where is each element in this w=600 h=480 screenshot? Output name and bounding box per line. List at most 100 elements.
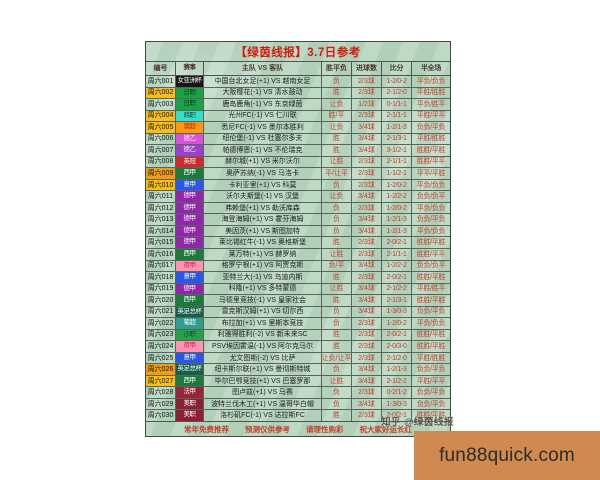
htft-prediction-cell: 负负/负平 [416, 262, 446, 270]
wdl-prediction-cell: 胜 [322, 295, 352, 306]
league-badge: 德甲 [176, 191, 204, 202]
wdl-prediction-cell: 负 [322, 364, 352, 375]
match-id-cell: 周六005 [146, 122, 176, 133]
match-id-cell: 周六022 [146, 318, 176, 329]
score-prediction-cell: 1-2/0-2 [382, 318, 412, 329]
goals-prediction-cell: 2/3球 [352, 387, 382, 398]
score-prediction-cell: 2-0/3-0 [382, 341, 412, 352]
header-goals: 进球数 [352, 62, 382, 75]
table-row: 周六007 德乙 帕德博恩(-1) VS 不伦瑞克 胜 3/4球 3-1/2-1… [146, 145, 450, 157]
table-row: 周六015 德甲 莱比锡红牛(-1) VS 奥格斯堡 胜 2/3球 2-0/2-… [146, 237, 450, 249]
league-badge: 意甲 [176, 272, 204, 283]
match-id-cell: 周六002 [146, 87, 176, 99]
match-teams-cell: 利雅得胜利(-2) VS 新未来SC [204, 329, 322, 341]
league-badge: 西甲 [176, 168, 204, 179]
league-badge: 美职 [176, 410, 204, 421]
htft-prediction-cell: 胜胜/平平 [416, 250, 446, 258]
league-badge: 法甲 [176, 387, 204, 398]
score-prediction-cell: 2-1/2-0 [382, 87, 412, 99]
htft-prediction-cell: 平负/胜平 [416, 100, 446, 108]
htft-prediction-cell: 胜胜/平胜 [416, 273, 446, 281]
wdl-prediction-cell: 负 [322, 225, 352, 237]
match-teams-cell: 纽卡斯尔联(+1) VS 曼彻斯特城 [204, 364, 322, 375]
promo-banner: fun88quick.com [414, 431, 600, 480]
goals-prediction-cell: 3/4球 [352, 364, 382, 375]
wdl-prediction-cell: 胜 [322, 329, 352, 341]
htft-prediction-cell: 胜胜/平平 [416, 158, 446, 166]
match-id-cell: 周六017 [146, 260, 176, 272]
match-id-cell: 周六014 [146, 225, 176, 237]
league-badge: 德乙 [176, 133, 204, 145]
wdl-prediction-cell: 让负 [322, 191, 352, 202]
league-badge: 荷甲 [176, 341, 204, 352]
goals-prediction-cell: 3/4球 [352, 306, 382, 318]
table-row: 周六029 美职 波特兰伐木工(+1) VS 温哥华白帽 负 3/4球 1-3/… [146, 398, 450, 411]
prediction-table: 【绿茵线报】3.7日参考 编号 赛事 主队 VS 客队 胜平负 进球数 比分 半… [145, 41, 451, 437]
goals-prediction-cell: 2/3球 [352, 87, 382, 99]
match-id-cell: 周六013 [146, 214, 176, 225]
score-prediction-cell: 2-1/1-1 [382, 248, 412, 260]
htft-prediction-cell: 负负/平负 [416, 389, 446, 397]
table-row: 周六004 韩职 光州FC(-1) VS 仁川联 胜/平 2/3球 2-1/1-… [146, 110, 450, 123]
league-badge: 西甲 [176, 248, 204, 260]
match-teams-cell: 马德里竞技(-1) VS 皇家社会 [204, 295, 322, 306]
match-teams-cell: 帕德博恩(-1) VS 不伦瑞克 [204, 145, 322, 156]
htft-prediction-cell: 负负/平负 [416, 400, 446, 408]
score-prediction-cell: 1-2/1-3 [382, 122, 412, 133]
match-id-cell: 周六003 [146, 99, 176, 110]
goals-prediction-cell: 3/4球 [352, 375, 382, 387]
match-id-cell: 周六011 [146, 191, 176, 202]
htft-prediction-cell: 平负/负负 [416, 227, 446, 235]
match-id-cell: 周六030 [146, 410, 176, 421]
score-prediction-cell: 2-0/2-1 [382, 410, 412, 421]
match-id-cell: 周六019 [146, 283, 176, 295]
score-prediction-cell: 1-2/1-3 [382, 225, 412, 237]
league-badge: 日职 [176, 87, 204, 99]
score-prediction-cell: 1-2/1-3 [382, 364, 412, 375]
table-row: 周六013 德甲 海登海姆(+1) VS 霍芬海姆 负 3/4球 1-2/1-3… [146, 214, 450, 226]
score-prediction-cell: 2-0/2-1 [382, 237, 412, 248]
score-prediction-cell: 0-1/1-1 [382, 99, 412, 110]
wdl-prediction-cell: 让负 [322, 122, 352, 133]
score-prediction-cell: 2-1/2-2 [382, 283, 412, 295]
zhihu-watermark: 知乎 @绿茵线报 [381, 417, 454, 428]
match-teams-cell: PSV埃因霍温(-1) VS 阿尔克马尔 [204, 341, 322, 352]
htft-prediction-cell: 负负/平负 [416, 366, 446, 374]
table-row: 周六026 英足总杯 纽卡斯尔联(+1) VS 曼彻斯特城 负 3/4球 1-2… [146, 364, 450, 376]
header-score: 比分 [382, 62, 412, 75]
goals-prediction-cell: 3/4球 [352, 133, 382, 145]
table-row: 周六027 西甲 毕尔巴鄂竞技(+1) VS 巴塞罗那 让胜 3/4球 2-1/… [146, 375, 450, 388]
match-teams-cell: 光州FC(-1) VS 仁川联 [204, 110, 322, 122]
league-badge: 德甲 [176, 214, 204, 225]
league-badge: 葡超 [176, 318, 204, 329]
score-prediction-cell: 2-1/2-0 [382, 352, 412, 364]
match-teams-cell: 纽伦堡(-1) VS 杜塞尔多夫 [204, 133, 322, 145]
match-id-cell: 周六029 [146, 398, 176, 410]
page-title: 【绿茵线报】3.7日参考 [235, 46, 361, 59]
match-id-cell: 周六020 [146, 295, 176, 306]
match-teams-cell: 悉尼FC(-1) VS 墨尔本胜利 [204, 122, 322, 133]
match-id-cell: 周六028 [146, 387, 176, 398]
wdl-prediction-cell: 负 [322, 76, 352, 87]
table-row: 周六001 女亚洲杯 中国台北女足(+1) VS 越南女足 负 2/3球 1-2… [146, 76, 450, 88]
wdl-prediction-cell: 让胜 [322, 156, 352, 168]
footer-note-rational: 请理性购彩 [306, 424, 344, 434]
score-prediction-cell: 2-1/2-2 [382, 375, 412, 387]
score-prediction-cell: 1-2/2-2 [382, 260, 412, 272]
wdl-prediction-cell: 平/让平 [322, 168, 352, 179]
match-id-cell: 周六015 [146, 237, 176, 248]
goals-prediction-cell: 2/3球 [352, 179, 382, 191]
goals-prediction-cell: 2/3球 [352, 272, 382, 283]
match-teams-cell: 卡利亚里(+1) VS 科莫 [204, 179, 322, 191]
score-prediction-cell: 2-0/2-1 [382, 272, 412, 283]
match-id-cell: 周六016 [146, 248, 176, 260]
wdl-prediction-cell: 胜 [322, 272, 352, 283]
goals-prediction-cell: 3/4球 [352, 145, 382, 156]
match-id-cell: 周六025 [146, 352, 176, 364]
match-teams-cell: 波特兰伐木工(+1) VS 温哥华白帽 [204, 398, 322, 410]
goals-prediction-cell: 2/3球 [352, 156, 382, 168]
header-htft: 半全场 [420, 65, 442, 72]
goals-prediction-cell: 2/3球 [352, 318, 382, 329]
header-match-id: 编号 [146, 62, 176, 75]
wdl-prediction-cell: 让胜 [322, 283, 352, 295]
